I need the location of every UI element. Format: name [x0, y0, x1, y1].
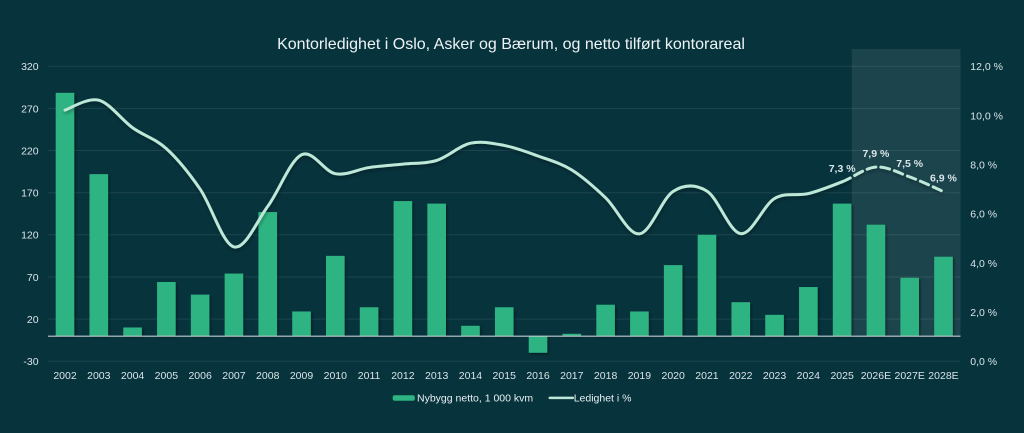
svg-text:2014: 2014 [459, 370, 483, 382]
svg-text:270: 270 [21, 103, 39, 115]
svg-text:120: 120 [21, 230, 39, 242]
svg-text:2,0 %: 2,0 % [970, 307, 997, 319]
svg-text:Nybygg netto, 1 000 kvm: Nybygg netto, 1 000 kvm [417, 392, 533, 404]
svg-text:2007: 2007 [222, 370, 246, 382]
svg-text:2003: 2003 [87, 370, 111, 382]
svg-text:-30: -30 [23, 356, 38, 368]
svg-text:2002: 2002 [53, 370, 77, 382]
svg-text:2004: 2004 [121, 370, 145, 382]
svg-text:70: 70 [27, 272, 39, 284]
svg-text:2021: 2021 [695, 370, 719, 382]
svg-text:20: 20 [27, 314, 39, 326]
svg-text:2013: 2013 [425, 370, 449, 382]
svg-text:2017: 2017 [560, 370, 584, 382]
svg-text:2023: 2023 [763, 370, 787, 382]
svg-text:2022: 2022 [729, 370, 753, 382]
svg-text:170: 170 [21, 188, 39, 200]
svg-text:2016: 2016 [526, 370, 550, 382]
svg-text:2011: 2011 [358, 370, 381, 382]
svg-text:2009: 2009 [290, 370, 314, 382]
svg-text:8,0 %: 8,0 % [970, 160, 997, 172]
svg-text:2026E: 2026E [861, 370, 891, 382]
svg-text:7,5 %: 7,5 % [896, 158, 924, 170]
svg-text:2019: 2019 [628, 370, 652, 382]
svg-text:6,0 %: 6,0 % [970, 209, 997, 221]
svg-text:2024: 2024 [797, 370, 821, 382]
svg-text:220: 220 [21, 145, 39, 157]
svg-text:10,0 %: 10,0 % [970, 110, 1003, 122]
svg-text:0,0 %: 0,0 % [970, 356, 997, 368]
svg-text:2010: 2010 [324, 370, 348, 382]
svg-text:12,0 %: 12,0 % [970, 61, 1003, 73]
svg-text:2027E: 2027E [895, 370, 925, 382]
svg-text:2015: 2015 [493, 370, 517, 382]
svg-text:7,9 %: 7,9 % [862, 148, 890, 160]
svg-text:2005: 2005 [155, 370, 179, 382]
svg-text:2008: 2008 [256, 370, 280, 382]
svg-text:6,9 %: 6,9 % [930, 173, 958, 185]
svg-text:2012: 2012 [391, 370, 415, 382]
svg-text:4,0 %: 4,0 % [970, 258, 997, 270]
svg-text:2028E: 2028E [928, 370, 958, 382]
svg-text:2025: 2025 [830, 370, 854, 382]
svg-text:2020: 2020 [662, 370, 686, 382]
svg-text:2006: 2006 [188, 370, 212, 382]
svg-text:7,3 %: 7,3 % [829, 163, 857, 175]
svg-text:Ledighet i %: Ledighet i % [574, 392, 632, 404]
svg-text:320: 320 [21, 61, 39, 73]
svg-text:Kontorledighet i Oslo, Asker o: Kontorledighet i Oslo, Asker og Bærum, o… [277, 36, 745, 53]
svg-text:2018: 2018 [594, 370, 618, 382]
